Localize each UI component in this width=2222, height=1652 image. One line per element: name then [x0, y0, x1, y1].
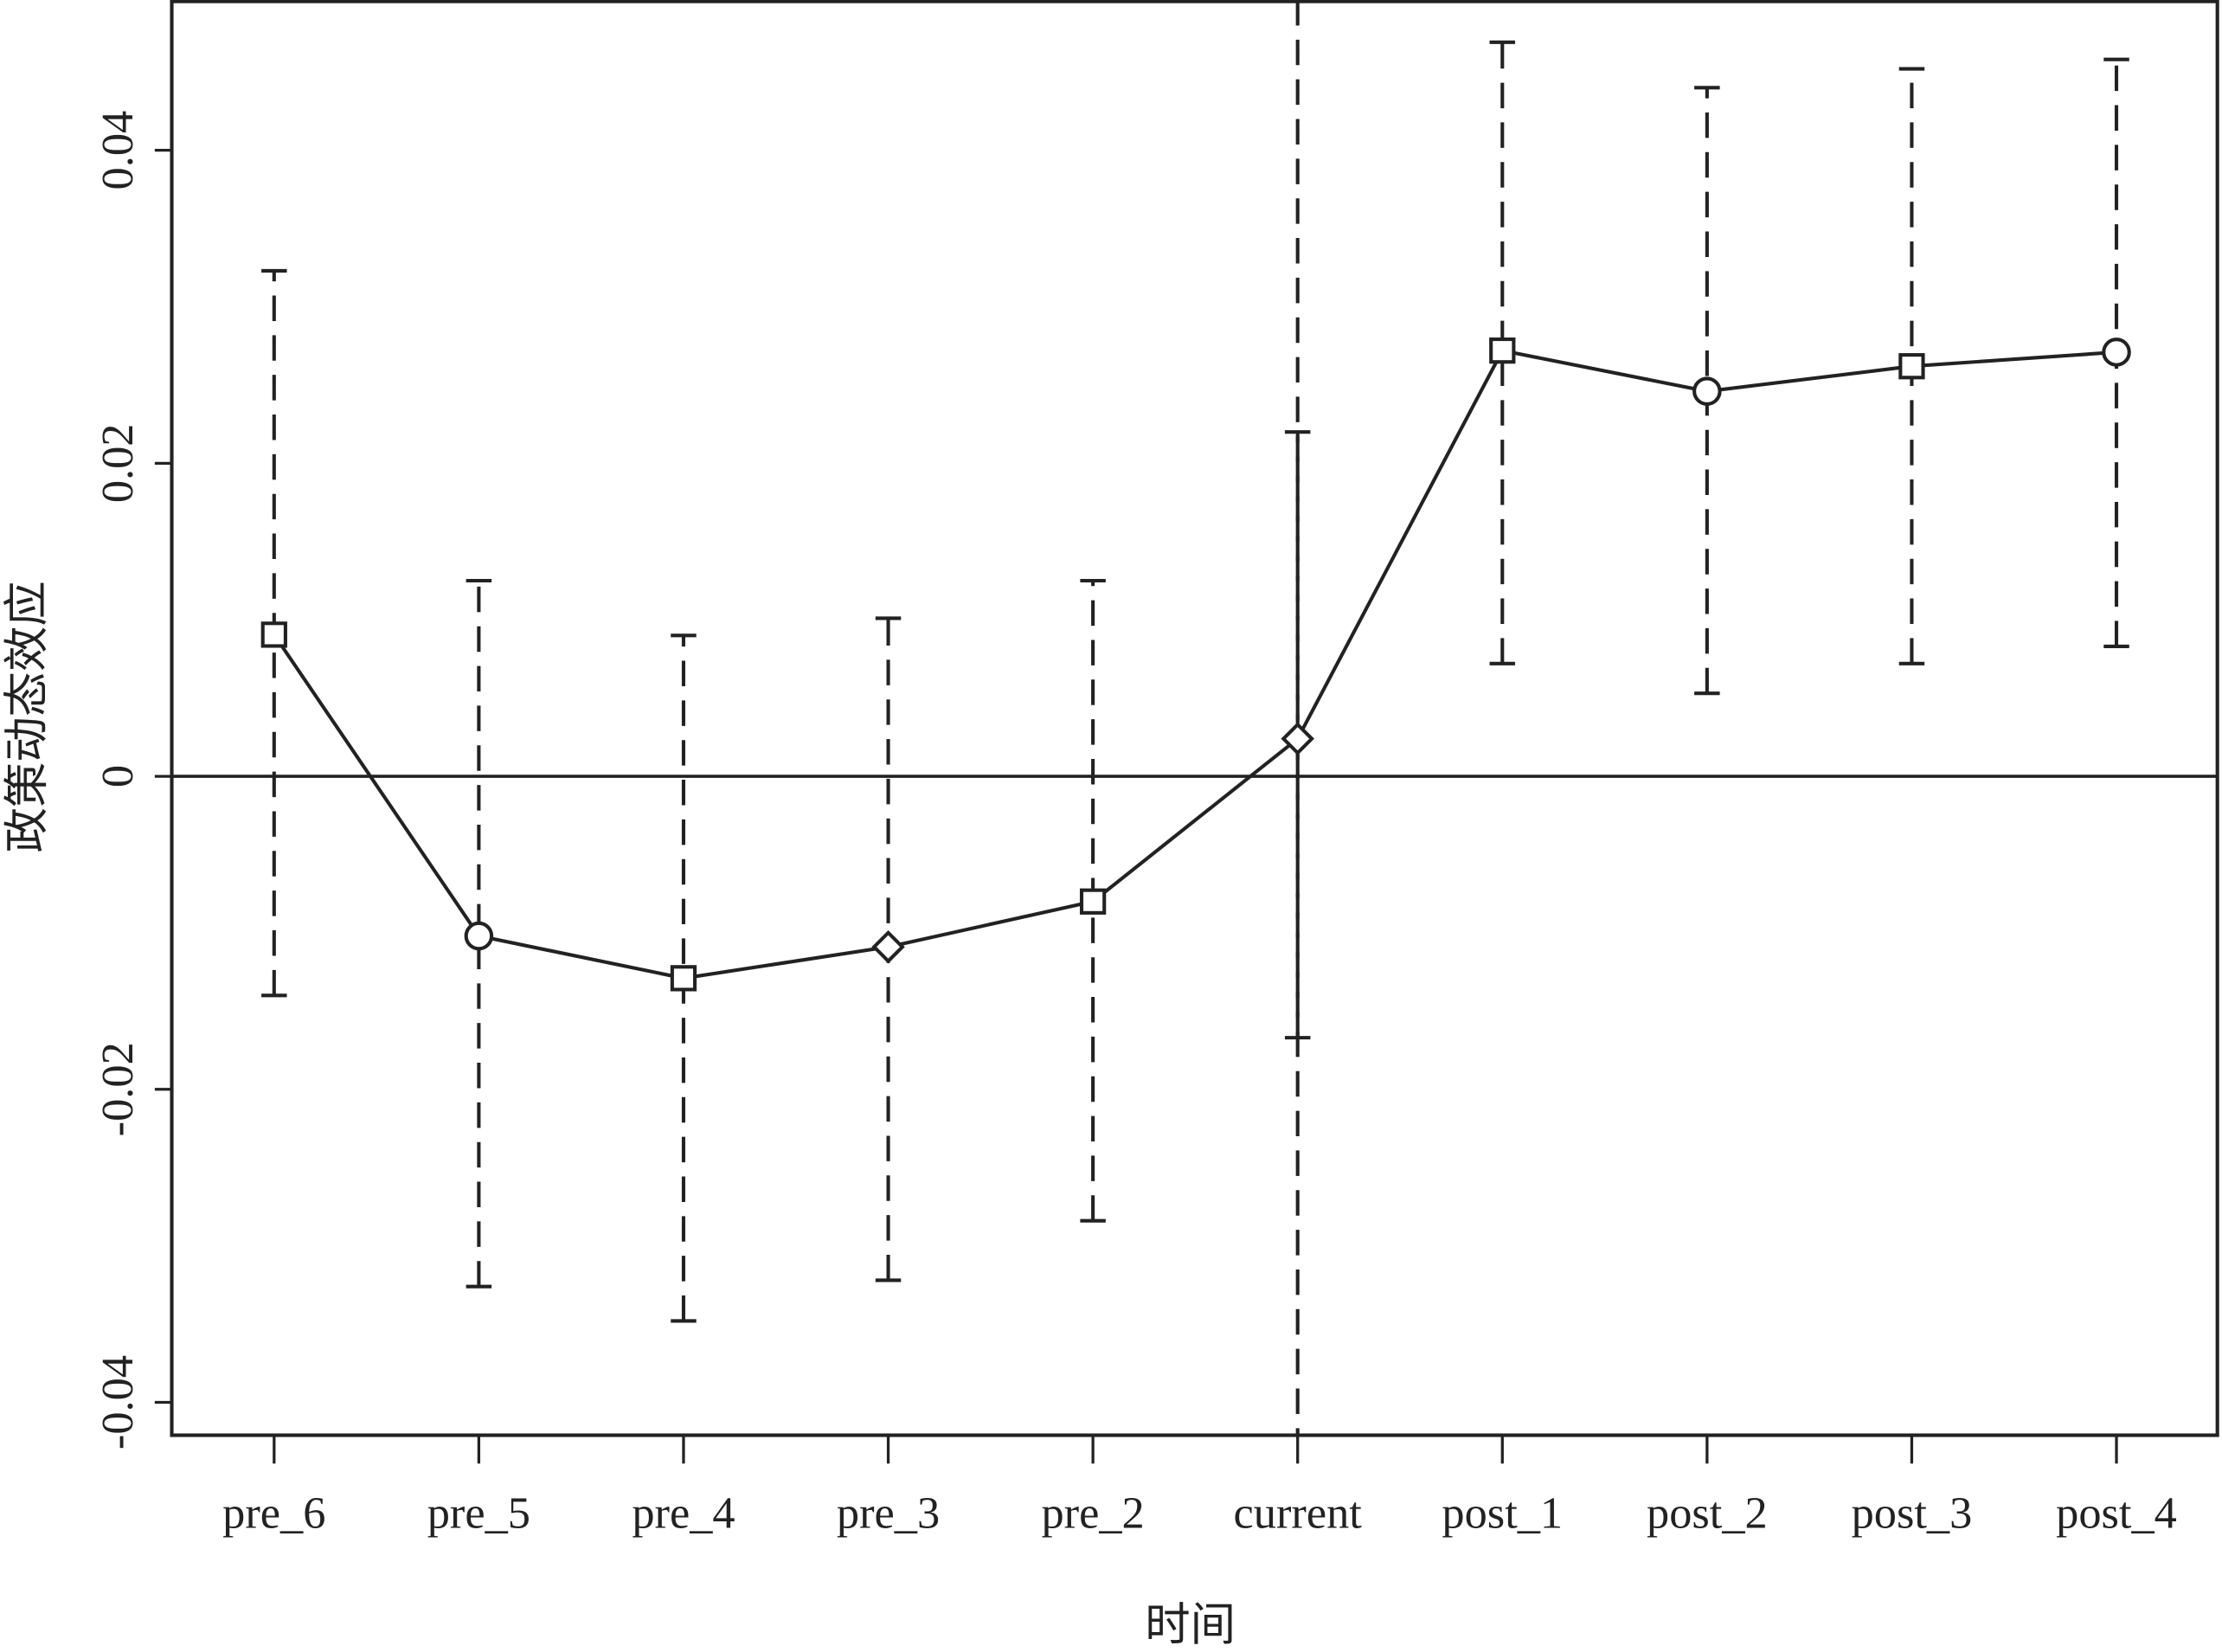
- x-tick-label: pre_6: [222, 1488, 325, 1538]
- x-tick-label: current: [1234, 1488, 1363, 1538]
- marker: [260, 621, 287, 648]
- marker: [464, 921, 494, 951]
- marker: [871, 929, 905, 964]
- x-tick-label: pre_3: [837, 1488, 940, 1538]
- line: [273, 348, 2117, 980]
- y-tick-label: -0.04: [93, 1355, 143, 1450]
- marker: [1692, 376, 1722, 406]
- x-tick-label: post_3: [1852, 1488, 1973, 1538]
- x-tick-label: post_2: [1647, 1488, 1768, 1538]
- y-tick-label: 0.02: [93, 424, 143, 504]
- x-tick-label: pre_5: [427, 1488, 530, 1538]
- x-tick-label: post_4: [2056, 1488, 2177, 1538]
- x-tick-label: pre_2: [1041, 1488, 1144, 1538]
- marker: [1489, 337, 1516, 364]
- y-axis-label: 政策动态效应: [2, 581, 52, 852]
- marker: [1079, 888, 1107, 915]
- marker: [2102, 337, 2131, 367]
- x-tick-label: post_1: [1442, 1488, 1563, 1538]
- y-tick-label: -0.02: [93, 1042, 143, 1136]
- plot-frame: [170, 0, 2219, 1437]
- x-axis-label: 时间: [1145, 1600, 1236, 1650]
- marker: [1898, 353, 1925, 380]
- y-tick-label: 0.04: [93, 111, 143, 190]
- y-tick-label: 0: [93, 765, 143, 787]
- x-tick-label: pre_4: [632, 1488, 735, 1538]
- marker: [1281, 722, 1314, 755]
- marker: [670, 965, 697, 992]
